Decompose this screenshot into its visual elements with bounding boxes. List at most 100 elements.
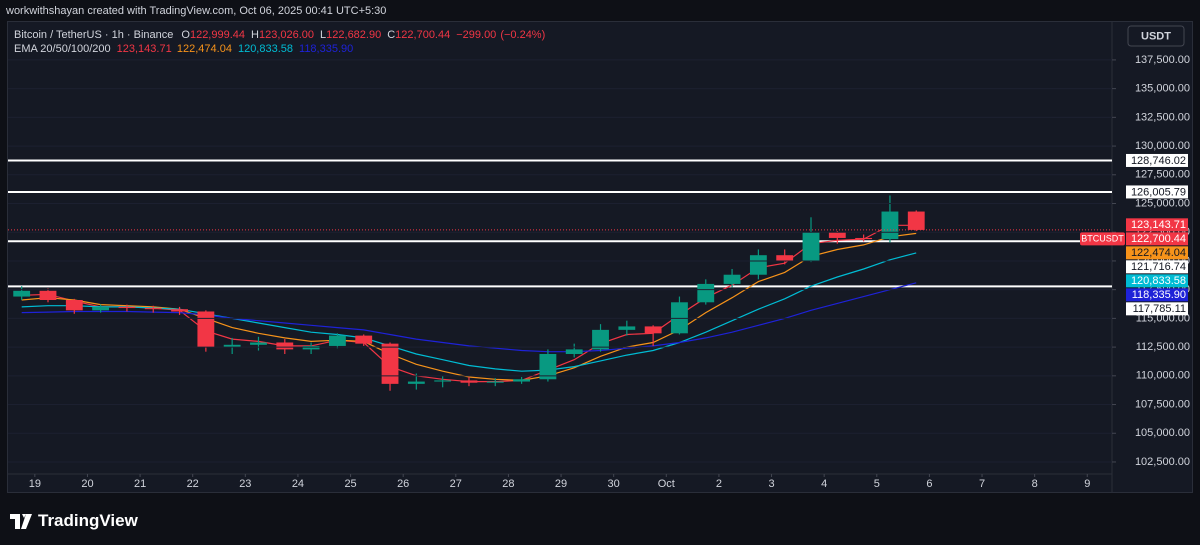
candle <box>144 305 162 313</box>
symbol-title: Bitcoin / TetherUS · 1h · Binance <box>14 29 173 41</box>
candle <box>618 320 636 336</box>
candle-body <box>486 381 504 383</box>
plot-area <box>8 159 1112 391</box>
candle <box>539 349 557 382</box>
y-tick-label: 107,500.00 <box>1135 398 1190 410</box>
axis-label: 123,143.71 <box>1131 219 1186 231</box>
y-tick-label: 110,000.00 <box>1136 370 1190 382</box>
axis-label-box <box>1126 302 1188 316</box>
candle <box>565 343 583 358</box>
candle-body <box>250 342 267 345</box>
y-tick-label: 105,000.00 <box>1135 427 1190 439</box>
currency[interactable]: USDT <box>1141 30 1171 42</box>
candle <box>434 375 452 388</box>
x-tick-label: 2 <box>716 478 722 490</box>
x-tick-label: 21 <box>134 478 146 490</box>
axis-label-box <box>1126 274 1188 288</box>
candle <box>118 304 136 312</box>
y-tick-label: 137,500.00 <box>1135 54 1190 66</box>
x-tick-label: 25 <box>344 478 356 490</box>
candle <box>828 231 846 244</box>
x-tick-label: 27 <box>450 478 462 490</box>
axis-label: 120,833.58 <box>1131 275 1186 287</box>
axis-label: 128,746.02 <box>1131 155 1186 167</box>
change-pct: (−0.24%) <box>500 29 545 41</box>
attribution: workwithshayan created with TradingView.… <box>5 5 386 17</box>
candle-body <box>828 232 846 238</box>
candle-body <box>618 326 636 330</box>
candle <box>328 333 346 349</box>
candle-body <box>65 299 83 311</box>
ohlc-value: 122,682.90 <box>326 29 381 41</box>
ema-line <box>21 282 917 353</box>
candle-body <box>907 211 925 230</box>
logo: TradingView <box>10 511 139 530</box>
axis-label: 121,716.74 <box>1131 261 1186 273</box>
x-tick-label: 5 <box>874 478 880 490</box>
y-tick-label: 135,000.00 <box>1135 83 1190 95</box>
ohlc-value: 123,026.00 <box>259 29 314 41</box>
candle <box>907 210 925 232</box>
x-tick-label: 6 <box>926 478 932 490</box>
candle-body <box>434 380 452 382</box>
change: −299.00 <box>456 29 496 41</box>
axis-label-box <box>1126 260 1188 274</box>
ohlc-value: 122,999.44 <box>190 29 245 41</box>
x-tick-label: 8 <box>1032 478 1038 490</box>
x-tick-label: 3 <box>768 478 774 490</box>
candle-body <box>592 329 609 350</box>
logo-icon <box>10 514 32 529</box>
candle <box>723 268 741 288</box>
axis-label: 122,700.44 <box>1131 233 1186 245</box>
x-tick-label: 28 <box>502 478 514 490</box>
candle-body <box>513 379 531 382</box>
candle-body <box>197 311 215 348</box>
candle <box>171 306 188 315</box>
candle <box>776 249 794 265</box>
axis-label: 126,005.79 <box>1131 186 1186 198</box>
candle <box>855 234 873 242</box>
indicator-legend: EMA 20/50/100/200 123,143.71 122,474.04 120… <box>14 43 353 55</box>
candle <box>276 339 294 354</box>
candle <box>749 249 767 280</box>
candle-body <box>381 343 399 384</box>
candle-body <box>749 255 767 275</box>
axis-label: 122,474.04 <box>1131 247 1186 259</box>
indicator-value: 120,833.58 <box>238 43 293 55</box>
candle <box>644 325 662 346</box>
x-tick-label: Oct <box>658 478 675 490</box>
candle-body <box>171 309 188 312</box>
candle-body <box>776 255 794 261</box>
candle <box>486 378 504 387</box>
x-tick-label: 23 <box>239 478 251 490</box>
y-tick-label: 102,500.00 <box>1135 456 1190 468</box>
candle <box>65 298 83 314</box>
axis-label-box <box>1126 246 1188 260</box>
candle <box>13 286 31 300</box>
axis-label-box <box>1126 153 1188 167</box>
candle <box>802 217 820 263</box>
candle-body <box>460 380 478 383</box>
x-tick-label: 30 <box>608 478 620 490</box>
candle-body <box>276 342 294 350</box>
currency-button[interactable] <box>1127 25 1185 47</box>
x-tick-label: 24 <box>292 478 304 490</box>
y-tick-label: 127,500.00 <box>1135 169 1190 181</box>
candle-body <box>302 345 320 350</box>
y-tick-label: 112,500.00 <box>1136 341 1190 353</box>
candle <box>39 288 57 303</box>
plot: 102,500.00 105,000.00 107,500.00 110,000.00… <box>8 54 1190 490</box>
candle <box>223 337 241 354</box>
y-tick-label: 130,000.00 <box>1135 140 1190 152</box>
candle-body <box>407 381 425 384</box>
symbol-tag <box>1080 232 1125 246</box>
x-tick-label: 19 <box>29 478 41 490</box>
candle-body <box>328 335 346 346</box>
ohlc-value: 122,700.44 <box>395 29 450 41</box>
candle <box>513 376 531 384</box>
x-tick-label: 29 <box>555 478 567 490</box>
candle <box>302 342 320 354</box>
candle-body <box>855 237 873 240</box>
candle-body <box>565 349 583 354</box>
